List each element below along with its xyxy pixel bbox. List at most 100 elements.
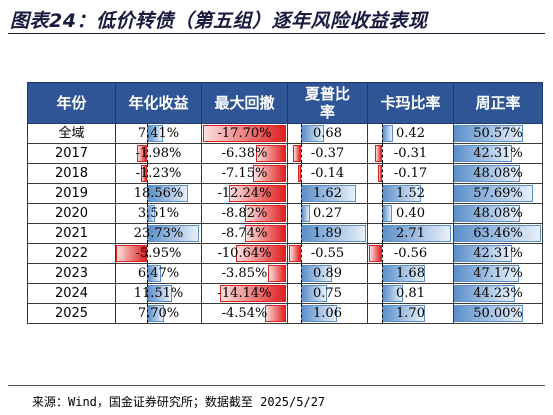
max-drawdown-value: -12.24% [217, 186, 272, 201]
negative-data-bar [228, 185, 286, 202]
annual-return-cell-content: 11.51% [117, 284, 201, 303]
annual-return-cell: -1.98% [115, 143, 202, 164]
annual-return-cell-content: 7.41% [117, 124, 201, 143]
header-annual-return: 年化收益 [115, 82, 202, 124]
max-drawdown-value: -3.85% [221, 266, 268, 281]
max-drawdown-cell: -3.85% [201, 263, 288, 284]
bar-axis-line [147, 124, 149, 143]
negative-data-bar [264, 305, 286, 322]
max-drawdown-value: -6.38% [221, 146, 268, 161]
sharpe-ratio-cell-content: -0.14 [289, 164, 367, 183]
max-drawdown-value: -17.70% [217, 126, 272, 141]
sharpe-ratio-cell: 0.27 [287, 203, 368, 224]
header-weekly-win-rate: 周正率 [453, 82, 543, 124]
sharpe-ratio-cell: 1.89 [287, 223, 368, 244]
annual-return-cell: -5.95% [115, 243, 202, 264]
negative-data-bar [244, 205, 286, 222]
annual-return-cell: 7.41% [115, 123, 202, 144]
sharpe-ratio-cell-content: 0.89 [289, 264, 367, 283]
annual-return-cell: 23.73% [115, 223, 202, 244]
weekly-win-rate-cell-content: 48.08% [454, 165, 542, 183]
max-drawdown-cell: -6.38% [201, 143, 288, 164]
negative-data-bar [298, 165, 302, 182]
max-drawdown-cell: -7.15% [201, 163, 288, 184]
negative-data-bar [245, 225, 286, 242]
table-row: 2022 -5.95% -10.64% -0.55 -0.56 42.31% [27, 243, 543, 264]
weekly-win-rate-cell: 44.23% [453, 283, 543, 304]
weekly-win-rate-value: 48.08% [473, 166, 523, 181]
negative-data-bar [116, 245, 148, 262]
calmar-ratio-cell: 2.71 [367, 223, 454, 244]
year-cell: 2017 [27, 143, 116, 164]
header-calmar-ratio: 卡玛比率 [367, 82, 454, 124]
bar-axis-line [382, 124, 384, 143]
calmar-ratio-cell-content: 1.68 [369, 264, 453, 283]
max-drawdown-cell: -17.70% [201, 123, 288, 144]
header-sharpe-ratio-label: 夏普比 率 [304, 85, 350, 121]
calmar-ratio-value: -0.17 [393, 166, 428, 181]
sharpe-ratio-cell-content: 0.75 [289, 284, 367, 303]
calmar-ratio-cell-content: 0.40 [369, 204, 453, 223]
year-cell: 全域 [27, 123, 116, 144]
bar-axis-line [301, 164, 303, 183]
annual-return-value: 18.56% [133, 186, 184, 201]
max-drawdown-value: -8.74% [221, 226, 268, 241]
year-cell: 2022 [27, 243, 116, 264]
calmar-ratio-value: 1.70 [396, 306, 425, 321]
annual-return-cell-content: 3.51% [117, 204, 201, 223]
negative-data-bar [368, 245, 383, 262]
bar-axis-line [147, 304, 149, 323]
annual-return-cell: 6.47% [115, 263, 202, 284]
negative-data-bar [289, 245, 302, 262]
annual-return-cell: 3.51% [115, 203, 202, 224]
bar-axis-line [301, 284, 303, 303]
calmar-ratio-cell: 1.52 [367, 183, 454, 204]
sharpe-ratio-cell: -0.55 [287, 243, 368, 264]
max-drawdown-cell-content: -7.15% [203, 165, 287, 183]
bar-axis-line [147, 204, 149, 223]
sharpe-ratio-value: 0.68 [313, 126, 342, 141]
annual-return-cell-content: 6.47% [117, 264, 201, 283]
max-drawdown-cell-content: -12.24% [203, 185, 287, 203]
weekly-win-rate-cell: 42.31% [453, 143, 543, 164]
title-divider [8, 33, 545, 34]
max-drawdown-value: -4.54% [221, 306, 268, 321]
calmar-ratio-cell: -0.17 [367, 163, 454, 184]
max-drawdown-cell-content: -17.70% [203, 125, 287, 143]
calmar-ratio-cell-content: -0.17 [369, 164, 453, 183]
negative-data-bar [293, 145, 302, 162]
sharpe-ratio-cell: 1.06 [287, 303, 368, 324]
calmar-ratio-value: 1.52 [396, 186, 425, 201]
annual-return-cell-content: -1.23% [117, 164, 201, 183]
annual-return-value: 6.47% [137, 266, 180, 281]
calmar-ratio-cell-content: -0.31 [369, 144, 453, 163]
sharpe-ratio-cell: 0.89 [287, 263, 368, 284]
bar-axis-line [147, 184, 149, 203]
weekly-win-rate-value: 63.46% [473, 226, 523, 241]
sharpe-ratio-cell-content: -0.37 [289, 144, 367, 163]
sharpe-ratio-cell-content: 0.27 [289, 204, 367, 223]
positive-data-bar [454, 305, 523, 322]
weekly-win-rate-cell-content: 42.31% [454, 145, 542, 163]
table-row: 2021 23.73% -8.74% 1.89 2.71 63.46% [27, 223, 543, 244]
calmar-ratio-value: 0.42 [396, 126, 425, 141]
max-drawdown-cell-content: -4.54% [203, 305, 287, 323]
weekly-win-rate-cell: 48.08% [453, 203, 543, 224]
page-title: 图表24：低价转债（第五组）逐年风险收益表现 [10, 10, 428, 32]
max-drawdown-value: -10.64% [217, 246, 272, 261]
sharpe-ratio-value: 0.27 [313, 206, 342, 221]
positive-data-bar [454, 165, 520, 182]
negative-data-bar [256, 145, 286, 162]
weekly-win-rate-cell-content: 57.69% [454, 185, 542, 203]
max-drawdown-cell-content: -6.38% [203, 145, 287, 163]
weekly-win-rate-cell-content: 48.08% [454, 205, 542, 223]
sharpe-ratio-cell: 1.62 [287, 183, 368, 204]
sharpe-ratio-cell: -0.37 [287, 143, 368, 164]
sharpe-ratio-cell-content: 1.62 [289, 184, 367, 203]
weekly-win-rate-value: 42.31% [473, 146, 523, 161]
sharpe-ratio-value: 1.62 [313, 186, 342, 201]
bar-axis-line [382, 264, 384, 283]
calmar-ratio-cell-content: 2.71 [369, 224, 453, 243]
calmar-ratio-value: 1.68 [396, 266, 425, 281]
year-cell: 2024 [27, 283, 116, 304]
